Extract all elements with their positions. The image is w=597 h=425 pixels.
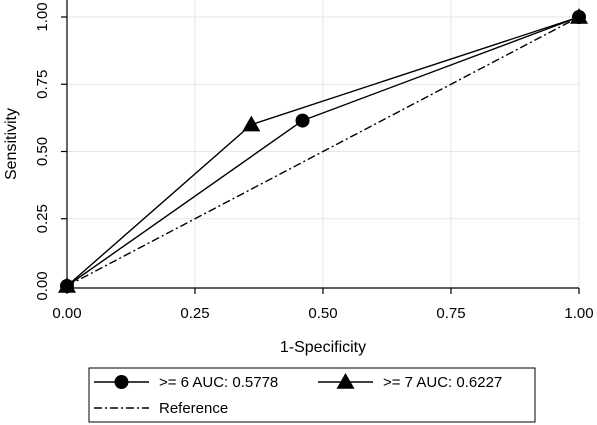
data-point-ge7 — [570, 8, 588, 24]
legend-marker-ge7 — [336, 373, 355, 389]
y-tick-label: 0.25 — [34, 204, 51, 233]
y-axis-ticks: 0.00 0.25 0.50 0.75 1.00 — [34, 2, 67, 301]
legend-box — [88, 367, 536, 423]
data-point-ge6 — [295, 113, 310, 128]
series-layer — [58, 8, 588, 293]
series-line-reference — [66, 16, 580, 287]
y-tick-label: 0.50 — [34, 137, 51, 166]
x-tick-label: 0.00 — [52, 305, 81, 322]
x-axis-title: 1-Specificity — [280, 339, 366, 356]
y-axis-title: Sensitivity — [3, 108, 20, 180]
x-axis-ticks: 0.00 0.25 0.50 0.75 1.00 — [52, 288, 594, 322]
data-point-ge7 — [58, 277, 76, 293]
legend-label-ge6: >= 6 AUC: 0.5778 — [159, 374, 278, 391]
legend-marker-ge6 — [114, 375, 129, 389]
x-tick-label: 1.00 — [564, 305, 593, 322]
legend: >= 6 AUC: 0.5778 >= 7 AUC: 0.6227 Referenc… — [94, 373, 502, 417]
y-tick-label: 0.75 — [34, 70, 51, 99]
y-tick-label: 1.00 — [34, 2, 51, 31]
x-tick-label: 0.25 — [180, 305, 209, 322]
x-tick-label: 0.75 — [436, 305, 465, 322]
x-tick-label: 0.50 — [308, 305, 337, 322]
legend-label-ge7: >= 7 AUC: 0.6227 — [383, 374, 502, 391]
data-point-ge7 — [242, 115, 261, 132]
legend-label-reference: Reference — [159, 400, 228, 417]
y-tick-label: 0.00 — [34, 271, 51, 300]
